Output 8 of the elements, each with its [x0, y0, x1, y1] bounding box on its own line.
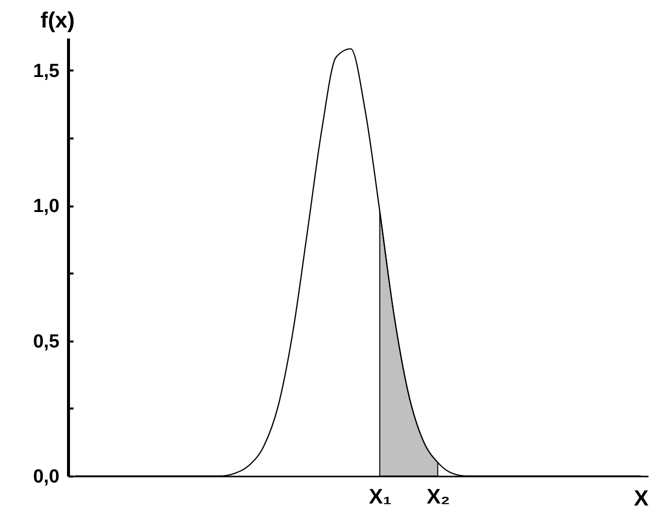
- x-axis-title: X: [634, 486, 649, 510]
- y-tick-label: 0,5: [33, 331, 60, 352]
- x-tick-label: X₁: [368, 486, 392, 508]
- y-tick-label: 1,5: [33, 60, 60, 82]
- y-tick-label: 1,0: [33, 196, 60, 218]
- y-axis-title: f(x): [40, 8, 75, 32]
- x-tick-label: X₂: [426, 486, 450, 508]
- y-tick-label: 0,0: [33, 466, 60, 488]
